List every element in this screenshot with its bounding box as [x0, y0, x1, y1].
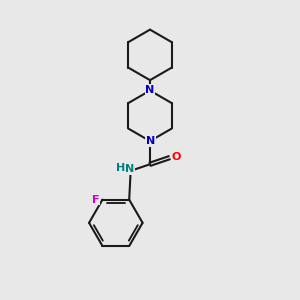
Text: O: O — [171, 152, 181, 162]
Text: N: N — [146, 85, 154, 95]
Text: N: N — [146, 136, 155, 146]
Text: N: N — [125, 164, 135, 174]
Text: H: H — [116, 164, 125, 173]
Text: F: F — [92, 195, 100, 205]
